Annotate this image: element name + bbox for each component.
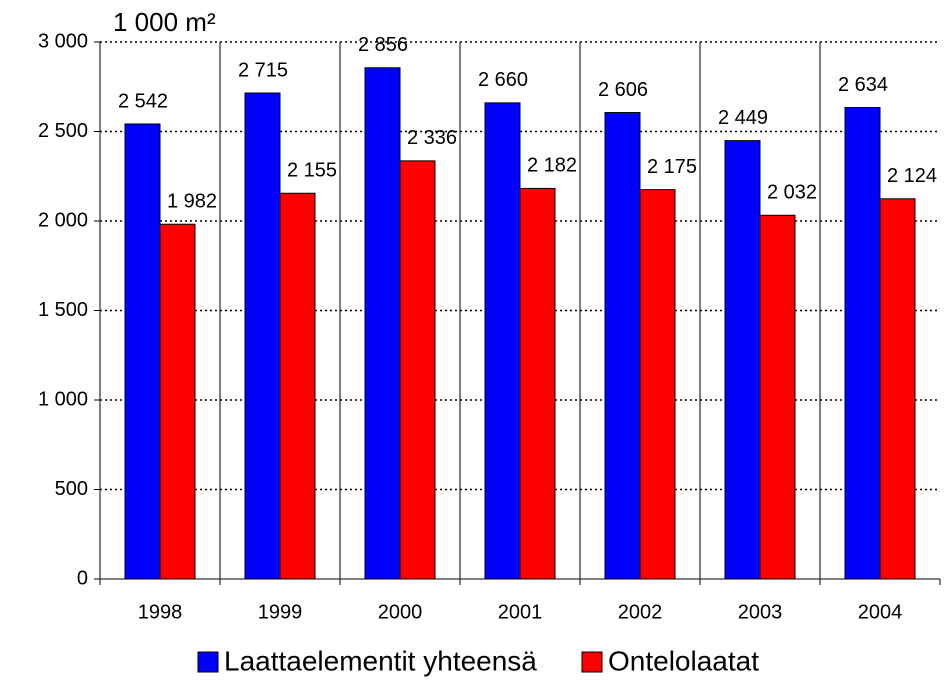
bar [879,198,916,580]
y-tick-label: 2 500 [38,120,88,142]
x-tick-label: 2000 [378,601,423,623]
bar [364,67,401,580]
value-label: 2 336 [407,127,457,149]
y-tick-label: 2 000 [38,209,88,231]
bar [159,223,196,580]
value-label: 2 124 [887,165,937,187]
bar [124,123,161,580]
x-tick-label: 2002 [618,601,663,623]
x-tick-label: 1999 [258,601,303,623]
value-label: 2 634 [838,74,888,96]
legend-label: Ontelolaatat [608,645,759,676]
x-tick-label: 2003 [738,601,783,623]
value-label: 2 715 [238,59,288,81]
y-tick-label: 0 [77,567,88,589]
value-label: 2 856 [358,34,408,56]
bar [519,187,556,580]
bar [604,112,641,580]
legend-swatch [197,651,219,673]
legend-swatch [581,651,603,673]
bar [844,107,881,580]
bar [484,102,521,580]
value-label: 2 175 [647,156,697,178]
bar [279,192,316,580]
y-tick-label: 1 500 [38,299,88,321]
value-label: 2 542 [118,90,168,112]
value-label: 2 155 [287,160,337,182]
value-label: 1 982 [167,191,217,213]
value-label: 2 660 [478,69,528,91]
y-tick-label: 3 000 [38,30,88,52]
value-label: 2 606 [598,79,648,101]
value-label: 2 449 [718,107,768,129]
bar [759,214,796,580]
bar [244,92,281,580]
y-axis-label: 1 000 m² [113,7,216,37]
value-label: 2 032 [767,182,817,204]
bar [639,189,676,580]
x-tick-label: 1998 [138,601,183,623]
x-tick-label: 2001 [498,601,543,623]
bar [724,140,761,580]
y-tick-label: 1 000 [38,388,88,410]
value-label: 2 182 [527,155,577,177]
bar [399,160,436,580]
legend-label: Laattaelementit yhteensä [224,645,537,676]
y-tick-label: 500 [55,478,88,500]
x-tick-label: 2004 [858,601,903,623]
